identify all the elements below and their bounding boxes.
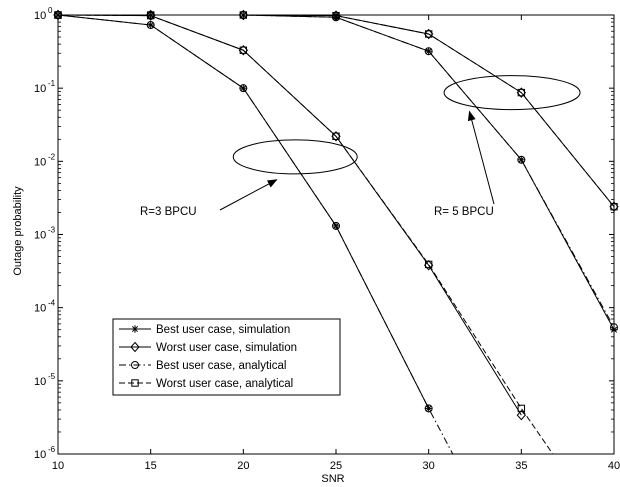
data-point — [332, 222, 340, 230]
y-tick-label: 10 — [34, 10, 46, 22]
data-point — [331, 131, 341, 142]
x-tick-label: 20 — [237, 460, 249, 472]
data-point — [239, 11, 248, 19]
data-point — [238, 44, 249, 56]
data-point — [517, 155, 526, 164]
star-stroke — [332, 222, 340, 229]
data-point — [131, 379, 139, 387]
data-point — [238, 9, 249, 21]
legend-entry: Best user case, simulation — [119, 324, 290, 336]
series — [54, 11, 618, 211]
legend-label: Best user case, analytical — [156, 360, 286, 372]
x-axis-label: SNR — [321, 473, 344, 485]
y-tick-label: 10 — [34, 230, 46, 242]
data-point — [516, 409, 527, 421]
legend-entry: Best user case, analytical — [119, 360, 286, 372]
series-line — [57, 14, 454, 455]
data-point — [610, 323, 618, 332]
legend: Best user case, simulation Worst user cas… — [112, 318, 341, 396]
data-point — [146, 21, 155, 30]
data-point — [239, 84, 248, 93]
data-point — [424, 404, 433, 413]
y-tick-label: 10 — [34, 376, 46, 388]
y-tick-exponent: -5 — [48, 372, 56, 381]
legend-label: Worst user case, analytical — [156, 378, 293, 390]
series-line — [58, 14, 615, 207]
data-point — [131, 325, 139, 333]
data-point — [54, 11, 62, 19]
annotation-ellipse — [443, 75, 581, 111]
series — [54, 11, 618, 332]
x-tick-label: 35 — [515, 460, 527, 472]
data-point — [145, 9, 156, 21]
data-point — [332, 221, 340, 230]
series-group — [53, 9, 619, 455]
star-stroke — [610, 326, 618, 333]
data-point — [53, 9, 63, 21]
legend-box — [112, 318, 341, 396]
legend-label: Worst user case, simulation — [156, 342, 297, 354]
y-tick-exponent: -3 — [48, 226, 56, 235]
x-tick-label: 15 — [145, 460, 157, 472]
data-point — [609, 201, 619, 212]
y-tick-exponent: 0 — [48, 6, 53, 15]
x-tick-label: 40 — [608, 460, 620, 472]
y-tick-label: 10 — [34, 449, 46, 461]
series-line — [58, 14, 615, 330]
data-point — [424, 30, 433, 38]
data-point — [332, 11, 340, 20]
series-line — [58, 14, 615, 328]
annotation-label: R=3 BPCU — [140, 206, 197, 218]
legend-entry: Worst user case, analytical — [119, 378, 293, 390]
annotation-arrow — [467, 110, 495, 205]
data-point — [423, 259, 434, 271]
legend-label: Best user case, simulation — [156, 324, 290, 336]
y-tick-label: 10 — [34, 156, 46, 168]
y-axis-label: Outage probability — [12, 186, 24, 276]
data-point — [130, 341, 140, 353]
y-tick-exponent: -4 — [48, 299, 56, 308]
annotation-arrow — [219, 179, 278, 211]
y-tick-label: 10 — [34, 303, 46, 315]
series — [54, 11, 618, 334]
x-tick-label: 25 — [330, 460, 342, 472]
data-point — [331, 10, 341, 21]
data-point — [517, 404, 526, 413]
x-tick-label: 30 — [423, 460, 435, 472]
star-stroke — [425, 48, 432, 55]
y-tick-exponent: -6 — [48, 445, 56, 454]
series-line — [58, 14, 615, 207]
data-point — [517, 88, 526, 97]
data-point — [424, 260, 433, 269]
data-point — [146, 11, 155, 19]
data-point — [610, 202, 618, 211]
legend-entry: Worst user case, simulation — [119, 341, 297, 354]
y-tick-exponent: -1 — [48, 79, 56, 88]
star-stroke — [518, 156, 525, 163]
annotation-ellipse — [232, 139, 358, 175]
y-tick-exponent: -2 — [48, 152, 56, 161]
data-point — [423, 28, 434, 40]
data-point — [332, 132, 340, 140]
x-tick-label: 10 — [52, 460, 64, 472]
data-point — [239, 46, 248, 54]
annotations: R=3 BPCU R= 5 BPCU — [140, 75, 581, 218]
annotation-label: R= 5 BPCU — [434, 206, 494, 218]
data-point — [131, 361, 139, 369]
y-tick-label: 10 — [34, 83, 46, 95]
data-point — [517, 155, 526, 164]
data-point — [424, 47, 433, 56]
star-stroke — [131, 325, 139, 333]
